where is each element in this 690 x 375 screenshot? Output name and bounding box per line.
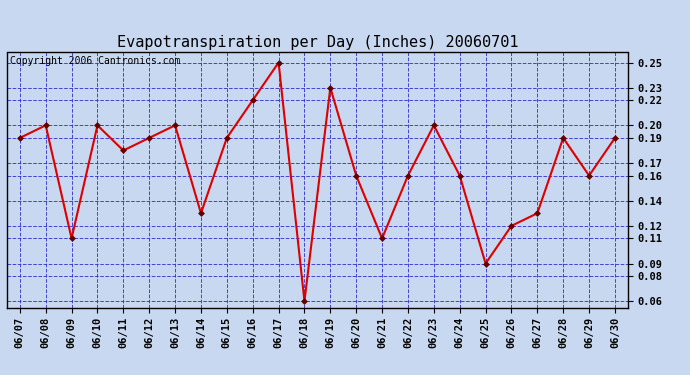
Title: Evapotranspiration per Day (Inches) 20060701: Evapotranspiration per Day (Inches) 2006… bbox=[117, 35, 518, 50]
Text: Copyright 2006 Cantronics.com: Copyright 2006 Cantronics.com bbox=[10, 56, 180, 66]
